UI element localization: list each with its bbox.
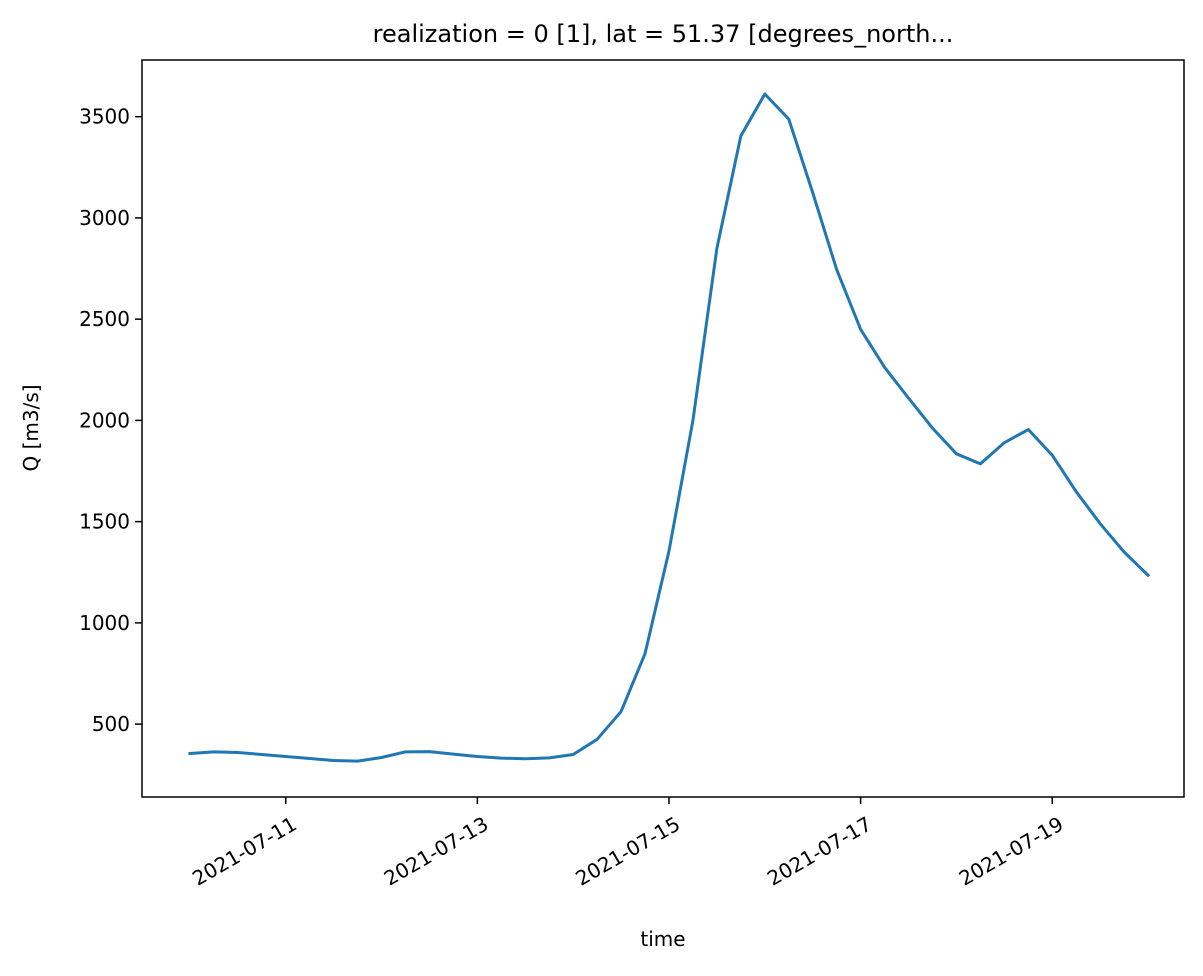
x-tick-label: 2021-07-13 xyxy=(380,812,493,891)
y-axis: 500 1000 1500 2000 2500 3000 3500 xyxy=(79,105,142,736)
axes-frame xyxy=(141,59,1185,798)
y-tick-label: 2500 xyxy=(79,307,130,331)
y-axis-label: Q [m3/s] xyxy=(19,384,43,471)
chart-title: realization = 0 [1], lat = 51.37 [degree… xyxy=(373,20,954,48)
x-tick-label: 2021-07-17 xyxy=(763,812,876,891)
x-tick-label: 2021-07-19 xyxy=(955,812,1068,891)
y-tick-label: 1500 xyxy=(79,510,130,534)
y-tick-label: 1000 xyxy=(79,611,130,635)
y-tick-label: 500 xyxy=(92,712,130,736)
y-tick-label: 2000 xyxy=(79,408,130,432)
x-axis: 2021-07-11 2021-07-13 2021-07-15 2021-07-17… xyxy=(188,797,1067,891)
x-tick-label: 2021-07-15 xyxy=(571,812,684,891)
y-tick-label: 3000 xyxy=(79,206,130,230)
plot-area xyxy=(188,92,1151,763)
x-tick-label: 2021-07-11 xyxy=(188,812,301,891)
y-tick-label: 3500 xyxy=(79,105,130,129)
x-axis-label: time xyxy=(640,927,685,951)
series-line xyxy=(188,92,1151,763)
